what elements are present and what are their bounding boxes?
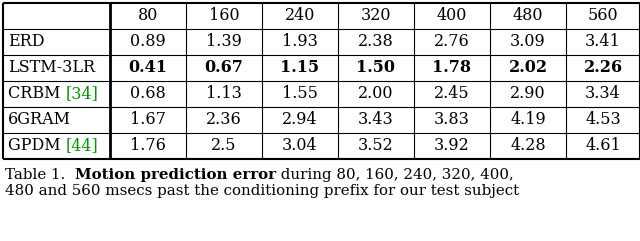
Text: 4.53: 4.53 — [585, 112, 621, 128]
Text: 0.68: 0.68 — [130, 86, 166, 102]
Text: 2.45: 2.45 — [434, 86, 470, 102]
Text: [34]: [34] — [66, 86, 99, 102]
Text: 0.67: 0.67 — [205, 60, 243, 76]
Text: 240: 240 — [285, 7, 315, 25]
Text: 3.09: 3.09 — [510, 33, 546, 51]
Text: 3.04: 3.04 — [282, 138, 318, 154]
Text: 1.39: 1.39 — [206, 33, 242, 51]
Text: 560: 560 — [588, 7, 618, 25]
Text: 4.19: 4.19 — [510, 112, 546, 128]
Text: 1.78: 1.78 — [433, 60, 472, 76]
Text: 2.90: 2.90 — [510, 86, 546, 102]
Text: 2.38: 2.38 — [358, 33, 394, 51]
Text: 6GRAM: 6GRAM — [8, 112, 71, 128]
Text: 1.67: 1.67 — [130, 112, 166, 128]
Text: 2.00: 2.00 — [358, 86, 394, 102]
Text: 480: 480 — [513, 7, 543, 25]
Text: 3.34: 3.34 — [585, 86, 621, 102]
Text: 480 and 560 msecs past the conditioning prefix for our test subject: 480 and 560 msecs past the conditioning … — [5, 184, 519, 198]
Text: 1.15: 1.15 — [280, 60, 319, 76]
Text: 3.83: 3.83 — [434, 112, 470, 128]
Text: 0.89: 0.89 — [130, 33, 166, 51]
Text: 4.61: 4.61 — [585, 138, 621, 154]
Text: during 80, 160, 240, 320, 400,: during 80, 160, 240, 320, 400, — [276, 168, 513, 182]
Text: 1.55: 1.55 — [282, 86, 318, 102]
Text: 2.94: 2.94 — [282, 112, 318, 128]
Text: 3.43: 3.43 — [358, 112, 394, 128]
Text: 320: 320 — [361, 7, 391, 25]
Text: 1.13: 1.13 — [206, 86, 242, 102]
Text: 2.02: 2.02 — [508, 60, 548, 76]
Text: 3.92: 3.92 — [434, 138, 470, 154]
Text: 2.36: 2.36 — [206, 112, 242, 128]
Text: 400: 400 — [437, 7, 467, 25]
Text: Table 1.: Table 1. — [5, 168, 75, 182]
Text: 2.26: 2.26 — [584, 60, 623, 76]
Text: 4.28: 4.28 — [510, 138, 546, 154]
Text: 2.76: 2.76 — [434, 33, 470, 51]
Text: 160: 160 — [209, 7, 239, 25]
Text: 80: 80 — [138, 7, 158, 25]
Text: 3.52: 3.52 — [358, 138, 394, 154]
Text: 1.50: 1.50 — [356, 60, 396, 76]
Text: 0.41: 0.41 — [129, 60, 168, 76]
Text: [44]: [44] — [66, 138, 99, 154]
Text: GPDM: GPDM — [8, 138, 66, 154]
Text: 2.5: 2.5 — [211, 138, 237, 154]
Text: 1.76: 1.76 — [130, 138, 166, 154]
Text: Motion prediction error: Motion prediction error — [75, 168, 276, 182]
Text: CRBM: CRBM — [8, 86, 66, 102]
Text: LSTM-3LR: LSTM-3LR — [8, 60, 95, 76]
Text: 3.41: 3.41 — [585, 33, 621, 51]
Text: ERD: ERD — [8, 33, 45, 51]
Text: 1.93: 1.93 — [282, 33, 318, 51]
